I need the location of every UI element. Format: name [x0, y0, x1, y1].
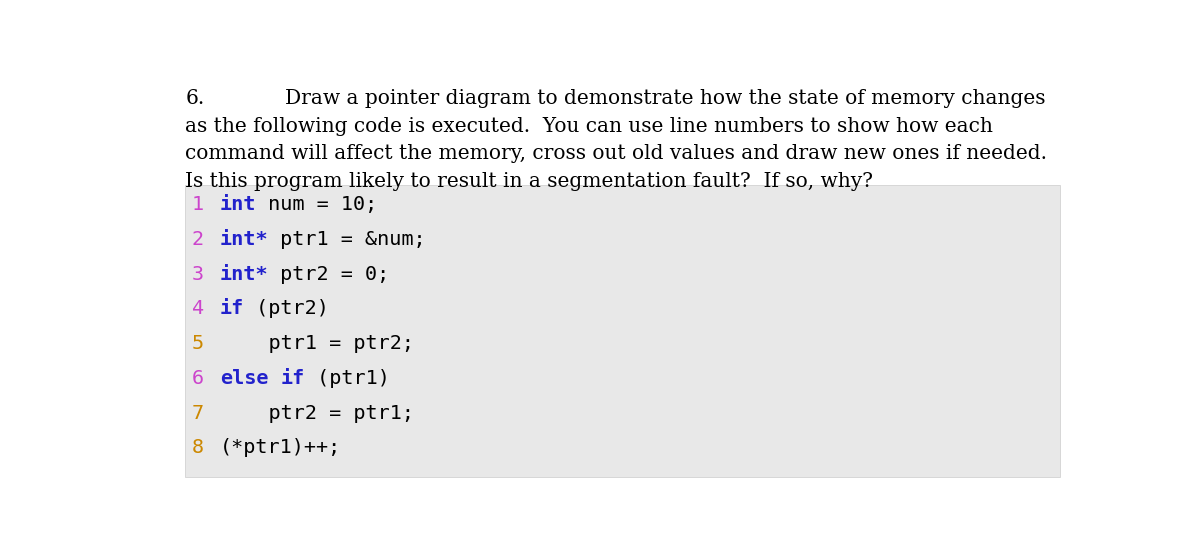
Text: int: int: [220, 195, 256, 214]
Text: (ptr2): (ptr2): [244, 299, 329, 318]
Text: 1: 1: [192, 195, 204, 214]
Text: 2: 2: [192, 230, 204, 249]
Text: int*: int*: [220, 265, 269, 284]
Text: if: if: [220, 299, 244, 318]
FancyBboxPatch shape: [185, 185, 1060, 477]
Text: ptr2 = ptr1;: ptr2 = ptr1;: [220, 404, 414, 422]
Text: as the following code is executed.  You can use line numbers to show how each: as the following code is executed. You c…: [185, 117, 994, 136]
Text: Draw a pointer diagram to demonstrate how the state of memory changes: Draw a pointer diagram to demonstrate ho…: [284, 89, 1045, 108]
Text: Is this program likely to result in a segmentation fault?  If so, why?: Is this program likely to result in a se…: [185, 172, 874, 191]
Text: 5: 5: [192, 334, 204, 353]
Text: int*: int*: [220, 230, 269, 249]
Text: ptr2 = 0;: ptr2 = 0;: [269, 265, 390, 284]
Text: ptr1 = ptr2;: ptr1 = ptr2;: [220, 334, 414, 353]
Text: 7: 7: [192, 404, 204, 422]
Text: (ptr1): (ptr1): [305, 369, 390, 388]
Text: else: else: [220, 369, 269, 388]
Text: 8: 8: [192, 438, 204, 457]
Text: 6: 6: [192, 369, 204, 388]
Text: (*ptr1)++;: (*ptr1)++;: [220, 438, 341, 457]
Text: 6.: 6.: [185, 89, 204, 108]
Text: num = 10;: num = 10;: [256, 195, 377, 214]
Text: command will affect the memory, cross out old values and draw new ones if needed: command will affect the memory, cross ou…: [185, 144, 1048, 163]
Text: 4: 4: [192, 299, 204, 318]
Text: ptr1 = &num;: ptr1 = &num;: [269, 230, 426, 249]
Text: 3: 3: [192, 265, 204, 284]
Text: if: if: [281, 369, 305, 388]
